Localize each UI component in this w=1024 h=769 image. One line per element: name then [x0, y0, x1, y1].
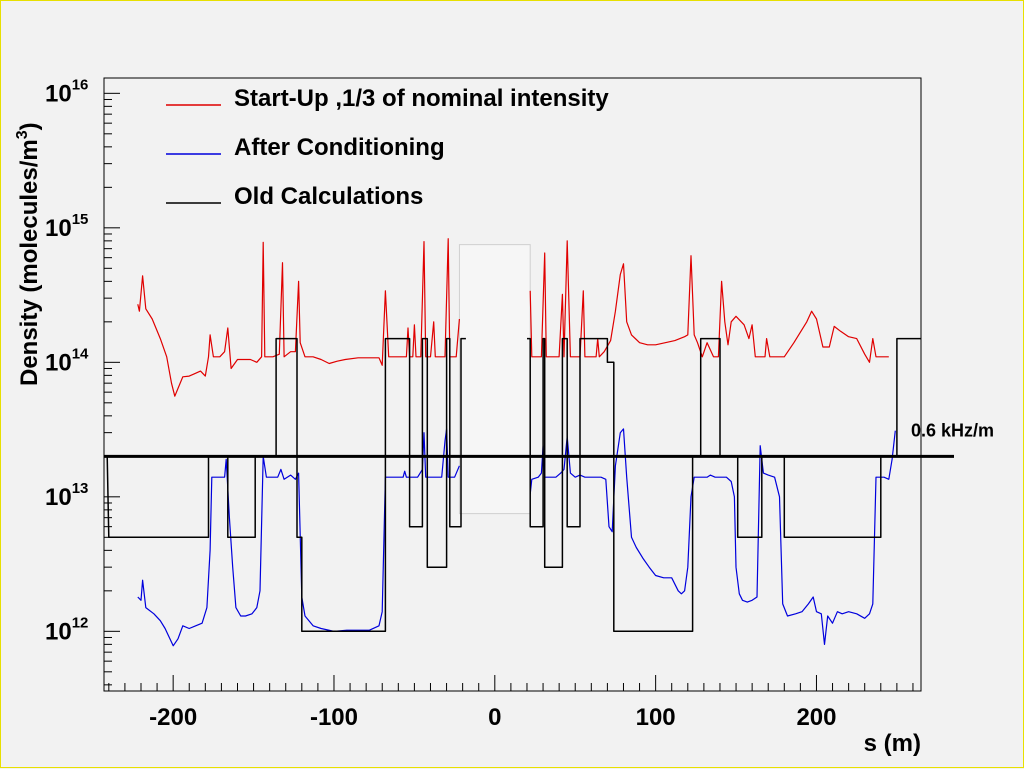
- y-axis-label-close: ): [16, 122, 43, 130]
- series-line-1-segment-0: [137, 428, 460, 647]
- y-axis-label-sup: 3: [14, 130, 31, 139]
- threshold-label: 0.6 kHz/m: [911, 420, 994, 440]
- y-axis: 1012 1013 1014 1015 1016: [45, 76, 89, 645]
- y-tick-label: 1013: [45, 480, 88, 511]
- x-tick-label: 100: [636, 704, 676, 731]
- x-axis: -200 -100 0 100 200: [149, 704, 836, 731]
- y-tick-label: 1014: [45, 345, 89, 376]
- x-tick-label: -200: [149, 704, 197, 731]
- x-tick-label: 0: [488, 704, 501, 731]
- y-axis-label-main: Density (molecules/m: [16, 139, 43, 386]
- minor-ticks: [104, 92, 914, 691]
- x-axis-label: s (m): [864, 730, 921, 757]
- series-line-0-segment-1: [529, 240, 889, 363]
- y-axis-label: Density (molecules/m3): [14, 122, 43, 386]
- series-line-1-segment-1: [529, 428, 896, 646]
- y-tick-label: 1015: [45, 211, 88, 242]
- series-layer: [104, 238, 921, 647]
- legend: Start-Up ,1/3 of nominal intensity After …: [166, 85, 609, 210]
- experiment-region: [458, 244, 531, 515]
- series-line-2-segment-1: [527, 337, 921, 633]
- x-tick-label: -100: [310, 704, 358, 731]
- y-tick-label: 1016: [45, 76, 88, 107]
- series-line-0-segment-0: [137, 238, 460, 397]
- y-tick-label: 1012: [45, 614, 88, 645]
- legend-label: Start-Up ,1/3 of nominal intensity: [234, 85, 609, 112]
- x-tick-label: 200: [796, 704, 836, 731]
- legend-label: Old Calculations: [234, 183, 423, 210]
- legend-label: After Conditioning: [234, 134, 445, 161]
